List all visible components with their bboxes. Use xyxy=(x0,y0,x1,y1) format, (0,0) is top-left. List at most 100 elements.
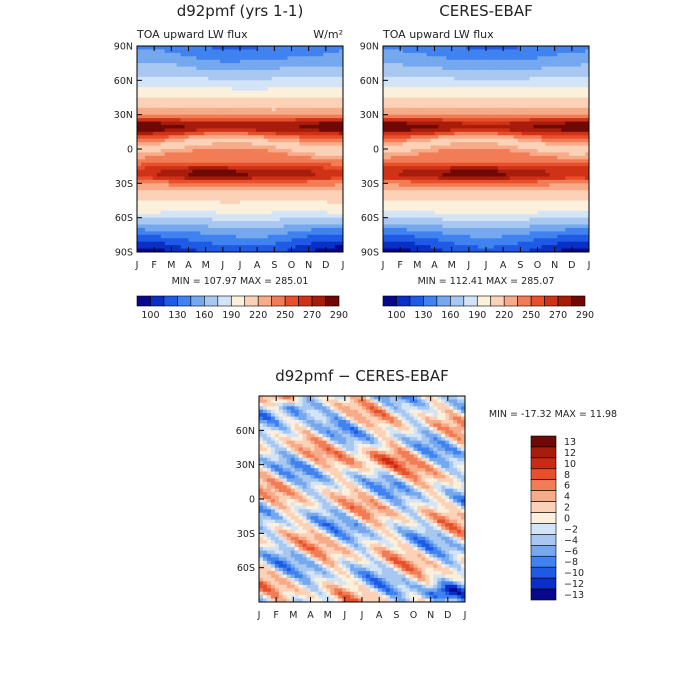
field-cell xyxy=(501,107,507,112)
field-cell xyxy=(430,70,435,74)
field-cell xyxy=(275,73,281,78)
field-cell xyxy=(446,107,451,112)
field-cell xyxy=(176,183,181,188)
field-cell xyxy=(188,173,193,177)
field-cell xyxy=(240,186,245,191)
field-cell xyxy=(569,124,574,129)
field-cell xyxy=(517,52,523,57)
field-cell xyxy=(168,59,174,64)
field-cell xyxy=(323,224,328,229)
field-cell xyxy=(275,138,281,143)
field-cell xyxy=(307,59,312,64)
field-cell xyxy=(557,152,562,157)
field-cell xyxy=(247,203,253,208)
field-cell xyxy=(426,155,431,160)
field-cell xyxy=(168,152,174,157)
field-cell xyxy=(406,131,412,136)
field-cell xyxy=(168,118,174,122)
field-cell xyxy=(160,138,166,143)
field-cell xyxy=(180,149,185,153)
field-cell xyxy=(549,73,554,78)
field-cell xyxy=(295,176,300,181)
field-cell xyxy=(557,73,562,78)
field-cell xyxy=(517,149,523,153)
field-cell xyxy=(295,155,300,160)
field-cell xyxy=(172,118,178,122)
field-cell xyxy=(311,63,316,67)
field-cell xyxy=(442,94,447,98)
field-cell xyxy=(251,107,257,112)
field-cell xyxy=(152,176,158,181)
field-cell xyxy=(386,111,392,116)
field-cell xyxy=(581,70,586,74)
field-cell xyxy=(339,221,344,225)
field-cell xyxy=(259,87,265,92)
field-cell xyxy=(140,245,146,249)
field-cell xyxy=(196,107,201,112)
field-cell xyxy=(243,111,249,116)
field-cell xyxy=(140,46,146,50)
field-cell xyxy=(160,234,166,239)
field-cell xyxy=(148,76,154,81)
field-cell xyxy=(339,90,344,95)
field-cell xyxy=(208,131,213,136)
field-cell xyxy=(501,59,507,64)
field-cell xyxy=(160,70,166,74)
field-cell xyxy=(331,138,336,143)
field-cell xyxy=(553,83,558,88)
field-cell xyxy=(545,90,550,95)
field-cell xyxy=(243,145,249,150)
field-cell xyxy=(323,155,328,160)
field-cell xyxy=(247,63,253,67)
field-cell xyxy=(410,114,416,119)
field-cell xyxy=(497,128,503,133)
field-cell xyxy=(307,142,312,146)
field-cell xyxy=(414,135,420,140)
field-cell xyxy=(466,97,471,102)
field-cell xyxy=(303,145,308,150)
field-cell xyxy=(533,59,538,64)
field-cell xyxy=(537,152,542,157)
field-cell xyxy=(299,59,304,64)
field-cell xyxy=(311,124,316,129)
field-cell xyxy=(406,97,412,102)
field-cell xyxy=(529,135,534,140)
field-cell xyxy=(287,152,292,157)
field-cell xyxy=(228,190,233,195)
field-cell xyxy=(232,90,237,95)
field-cell xyxy=(287,118,292,122)
field-cell xyxy=(561,145,566,150)
field-cell xyxy=(474,63,479,67)
field-cell xyxy=(216,231,221,236)
field-cell xyxy=(482,66,487,71)
field-cell xyxy=(513,49,519,54)
field-cell xyxy=(327,135,332,140)
field-cell xyxy=(196,207,201,212)
field-cell xyxy=(137,70,142,74)
field-cell xyxy=(137,56,142,61)
field-cell xyxy=(549,94,554,98)
field-cell xyxy=(573,142,578,146)
field-cell xyxy=(144,52,150,57)
field-cell xyxy=(287,90,292,95)
field-cell xyxy=(418,138,424,143)
field-cell xyxy=(220,56,225,61)
field-cell xyxy=(509,159,515,164)
field-cell xyxy=(200,176,205,181)
field-cell xyxy=(533,87,538,92)
field-cell xyxy=(561,114,566,119)
field-cell xyxy=(275,183,281,188)
field-cell xyxy=(426,63,431,67)
field-cell xyxy=(291,100,296,105)
field-cell xyxy=(581,149,586,153)
field-cell xyxy=(251,217,257,222)
field-cell xyxy=(196,83,201,88)
field-cell xyxy=(137,90,142,95)
field-cell xyxy=(172,224,178,229)
field-cell xyxy=(339,118,344,122)
field-cell xyxy=(553,104,558,109)
field-cell xyxy=(156,210,162,215)
field-cell xyxy=(232,183,237,188)
field-cell xyxy=(204,238,209,243)
